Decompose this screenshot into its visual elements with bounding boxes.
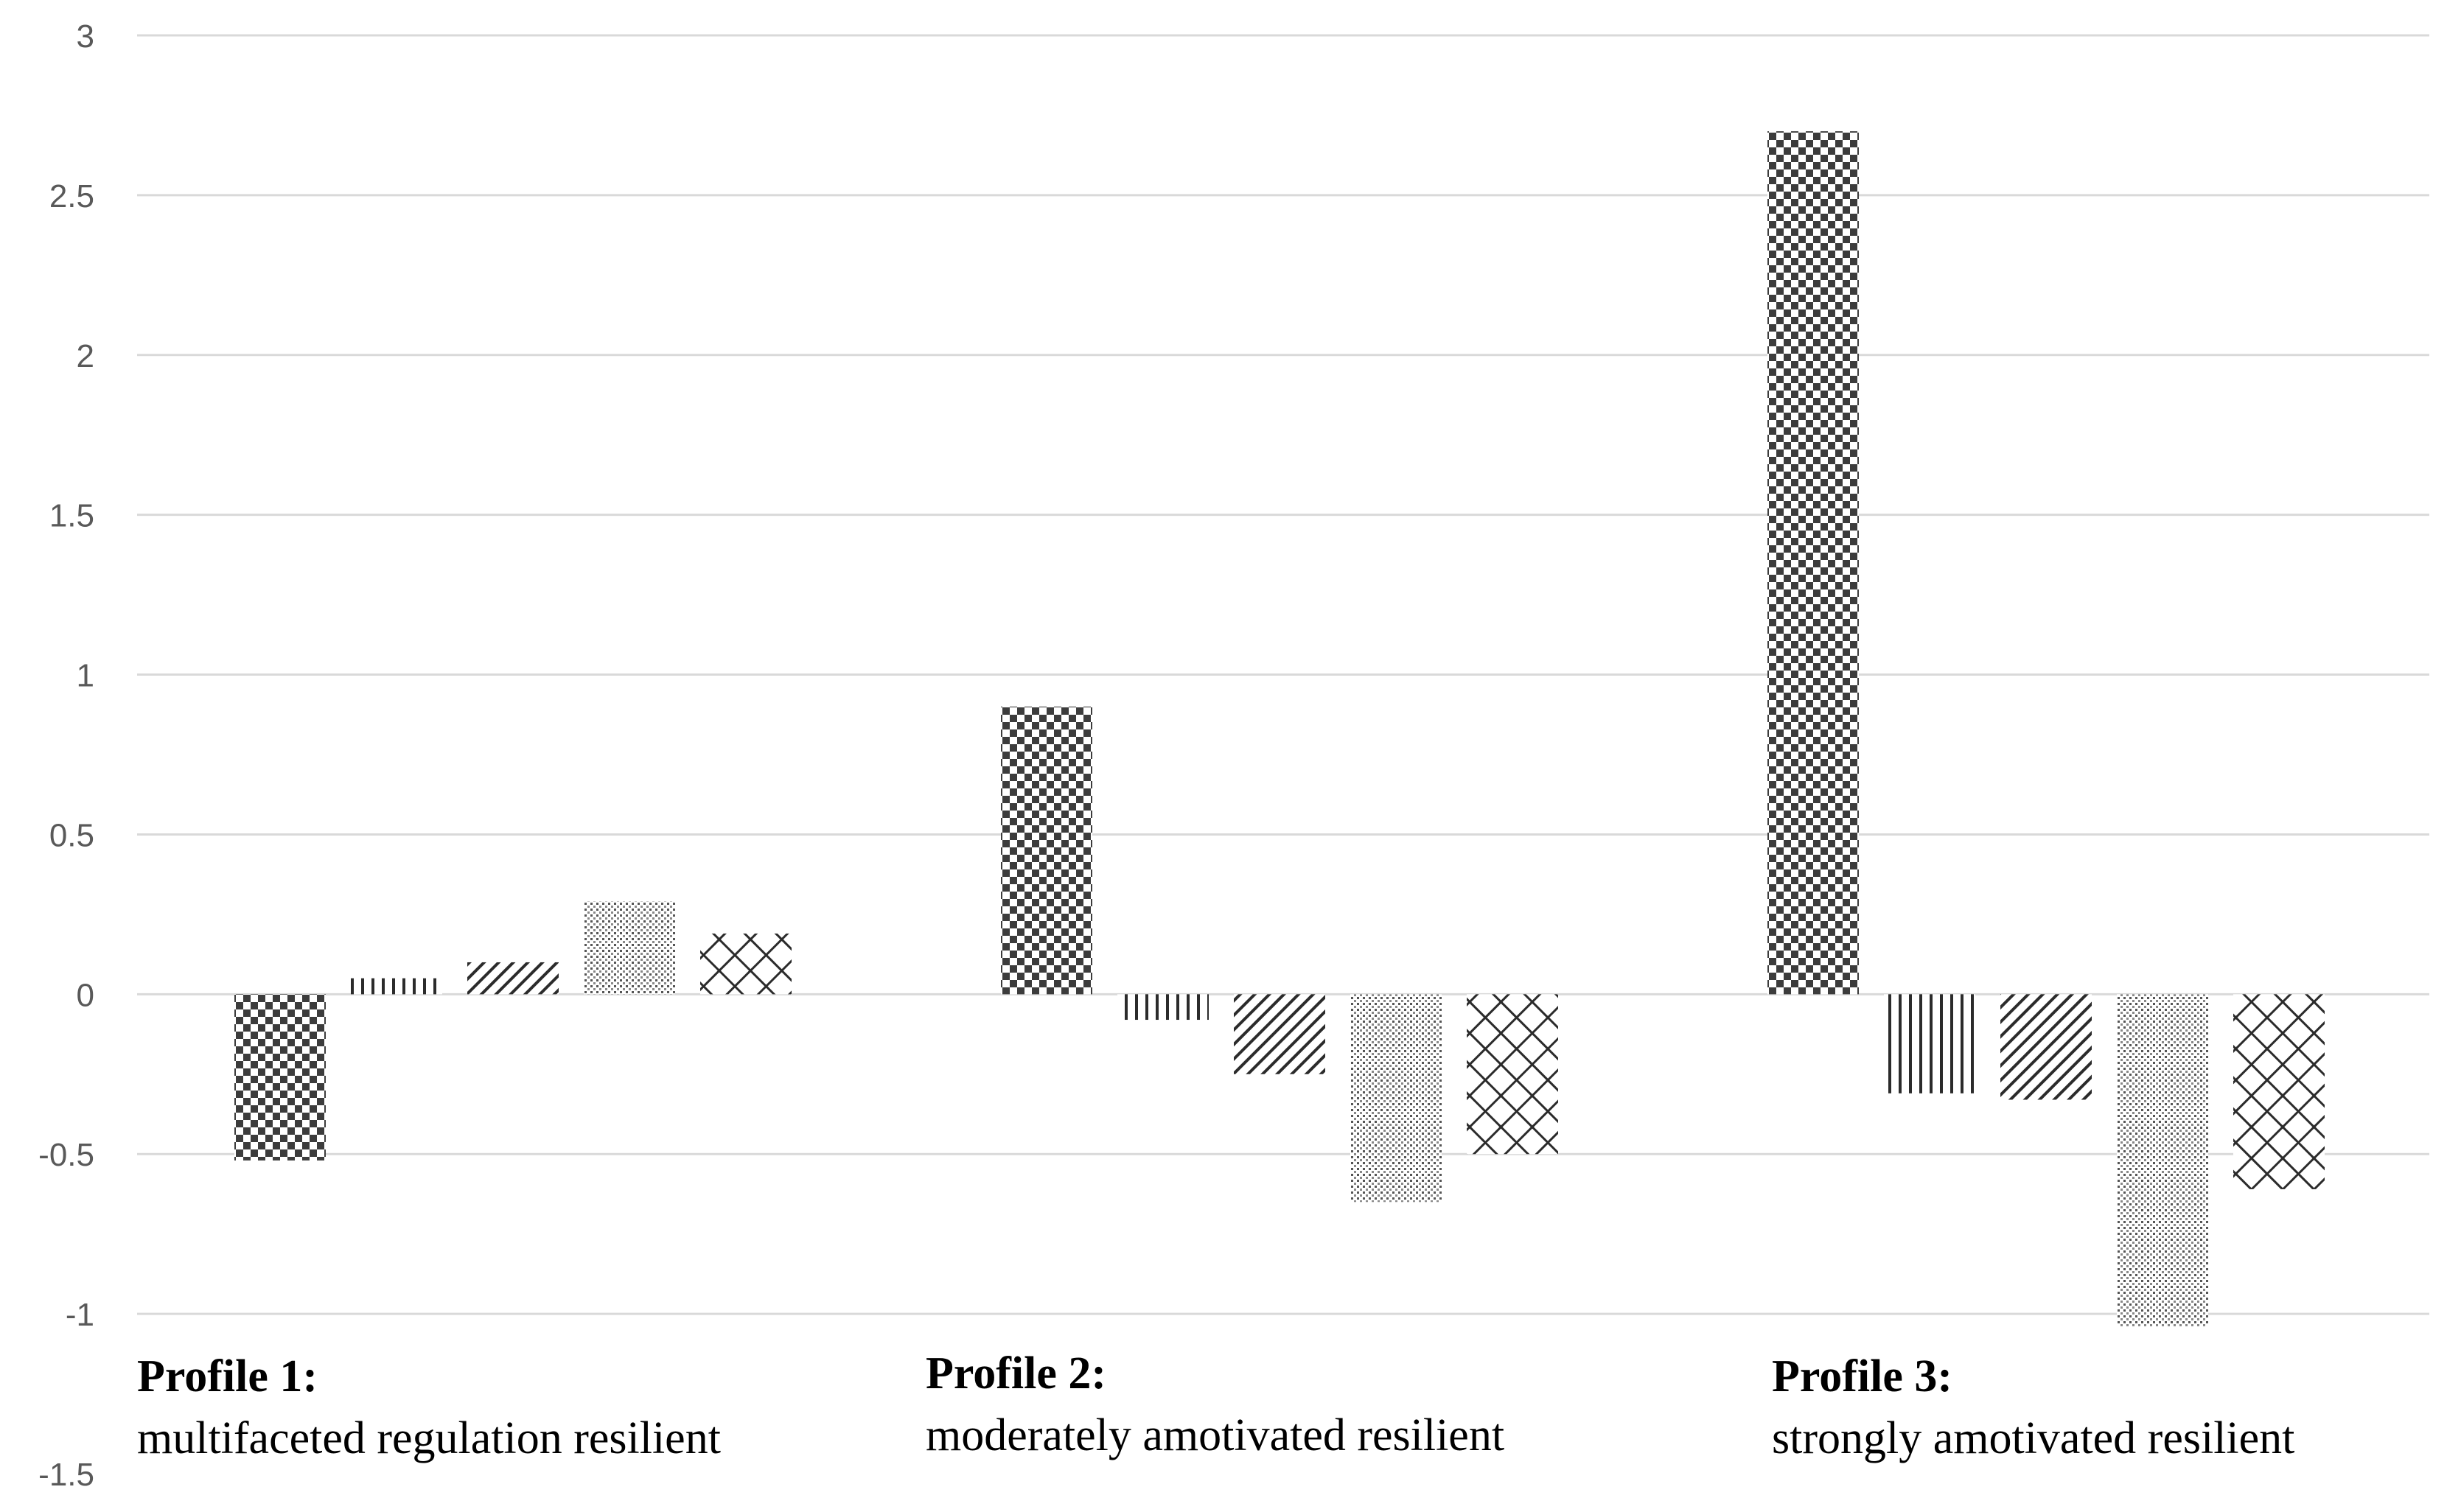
profile-2-title: Profile 2: — [926, 1348, 1106, 1399]
profile-1-description: multifaceted regulation resilient — [137, 1413, 721, 1463]
bar-dots-profile-3 — [2117, 994, 2208, 1327]
y-tick-label: -0.5 — [38, 1137, 94, 1173]
bar-dots-profile-2 — [1350, 994, 1442, 1203]
bars — [234, 131, 2325, 1327]
y-tick-label: 2.5 — [49, 178, 94, 214]
bar-checkerboard-profile-2 — [1001, 706, 1092, 995]
bar-vertical-lines-profile-1 — [351, 978, 442, 995]
y-tick-label: 0 — [77, 977, 94, 1013]
profile-2-description: moderately amotivated resilient — [926, 1410, 1504, 1460]
bar-diagonal-lines-profile-3 — [2000, 994, 2092, 1100]
bar-crosshatch-profile-2 — [1467, 994, 1558, 1155]
y-tick-label: 2 — [77, 338, 94, 374]
y-axis-tick-labels: 3 2.5 2 1.5 1 0.5 0 -0.5 -1 -1.5 — [38, 18, 94, 1493]
y-tick-label: 1.5 — [49, 498, 94, 534]
category-label-profile-3: Profile 3: strongly amotivated resilient — [1772, 1351, 2294, 1463]
bar-vertical-lines-profile-3 — [1884, 994, 1975, 1093]
bar-crosshatch-profile-1 — [700, 933, 792, 995]
profile-3-description: strongly amotivated resilient — [1772, 1413, 2294, 1463]
category-label-profile-2: Profile 2: moderately amotivated resilie… — [926, 1348, 1504, 1460]
bar-dots-profile-1 — [584, 901, 675, 995]
y-tick-label: -1.5 — [38, 1457, 94, 1493]
profile-3-title: Profile 3: — [1772, 1351, 1952, 1401]
bar-vertical-lines-profile-2 — [1117, 994, 1209, 1021]
y-tick-label: 3 — [77, 18, 94, 55]
bar-checkerboard-profile-1 — [234, 994, 326, 1161]
category-label-profile-1: Profile 1: multifaceted regulation resil… — [137, 1351, 721, 1463]
bar-crosshatch-profile-3 — [2233, 994, 2325, 1189]
profile-1-title: Profile 1: — [137, 1351, 318, 1401]
gridlines — [137, 34, 2429, 1315]
bar-checkerboard-profile-3 — [1767, 131, 1859, 995]
bar-diagonal-lines-profile-1 — [467, 962, 559, 995]
bar-diagonal-lines-profile-2 — [1234, 994, 1325, 1074]
y-tick-label: -1 — [66, 1297, 94, 1333]
y-tick-label: 0.5 — [49, 817, 94, 853]
y-tick-label: 1 — [77, 658, 94, 694]
